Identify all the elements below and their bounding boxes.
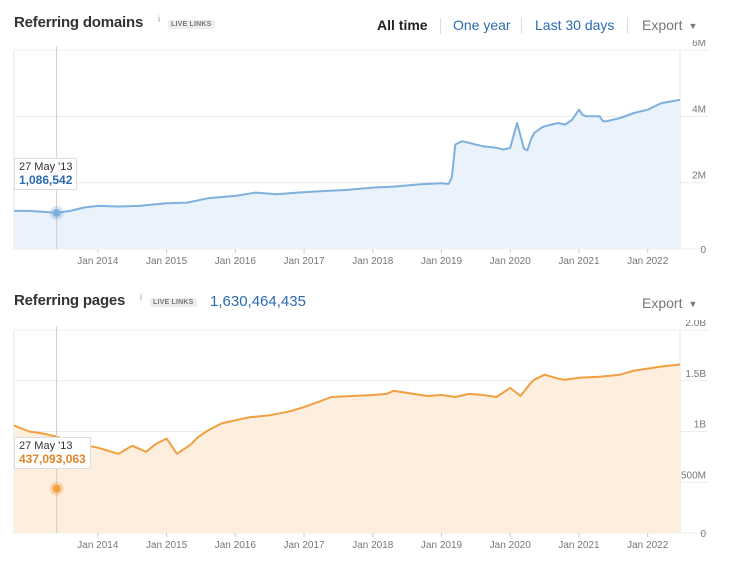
y-tick-label: 2M — [692, 171, 706, 182]
x-tick-label: Jan 2018 — [352, 256, 394, 267]
x-tick-label: Jan 2017 — [283, 540, 325, 551]
range-separator — [440, 18, 441, 34]
chevron-down-icon: ▼ — [688, 21, 698, 31]
series-line — [13, 363, 681, 455]
series-area — [14, 364, 680, 533]
x-tick-label: Jan 2019 — [421, 256, 463, 267]
domains-tooltip: 27 May '13 1,086,542 — [14, 158, 78, 190]
y-tick-label: 2.0B — [685, 320, 706, 329]
pages-tooltip: 27 May '13 437,093,063 — [14, 437, 91, 469]
pages-chart[interactable]: 0 500M 1B 1.5B 2.0B Jan 2014 Jan 2015 Jan 2016 J… — [0, 320, 732, 560]
x-tick-label: Jan 2021 — [558, 256, 600, 267]
y-tick-label: 4M — [692, 104, 706, 115]
x-tick-label: Jan 2016 — [215, 540, 257, 551]
domains-export-button[interactable]: Export ▼ — [642, 17, 697, 33]
hover-marker — [52, 208, 61, 217]
x-tick-label: Jan 2014 — [77, 540, 119, 551]
x-tick-label: Jan 2014 — [77, 256, 119, 267]
export-label: Export — [642, 17, 683, 33]
x-tick-label: Jan 2020 — [490, 540, 532, 551]
domains-live-links-badge: LIVE LINKS — [168, 20, 215, 29]
tooltip-date: 27 May '13 — [19, 161, 73, 173]
x-tick-label: Jan 2019 — [421, 540, 463, 551]
range-separator — [627, 18, 628, 34]
domains-header: Referring domains i LIVE LINKS All time … — [0, 10, 732, 40]
y-tick-label: 6M — [692, 40, 706, 49]
y-tick-label: 1B — [694, 420, 707, 431]
chevron-down-icon: ▼ — [688, 299, 698, 309]
x-tick-label: Jan 2020 — [490, 256, 532, 267]
pages-title: Referring pages — [14, 292, 126, 309]
y-tick-label: 0 — [700, 529, 706, 540]
domains-info-icon[interactable]: i — [158, 14, 160, 24]
x-tick-label: Jan 2021 — [558, 540, 600, 551]
range-one-year[interactable]: One year — [453, 17, 511, 33]
y-tick-label: 0 — [700, 245, 706, 256]
y-tick-label: 500M — [681, 470, 706, 481]
tooltip-value: 1,086,542 — [19, 173, 73, 187]
series-line — [14, 98, 681, 214]
pages-live-links-badge: LIVE LINKS — [150, 298, 197, 307]
x-tick-label: Jan 2015 — [146, 256, 188, 267]
pages-export-button[interactable]: Export ▼ — [642, 295, 697, 311]
y-tick-label: 1.5B — [685, 369, 706, 380]
pages-total-value: 1,630,464,435 — [210, 293, 306, 310]
x-tick-label: Jan 2016 — [215, 256, 257, 267]
x-tick-label: Jan 2018 — [352, 540, 394, 551]
tooltip-value: 437,093,063 — [19, 452, 86, 466]
x-tick-label: Jan 2015 — [146, 540, 188, 551]
x-tick-label: Jan 2022 — [627, 256, 669, 267]
range-last-30-days[interactable]: Last 30 days — [535, 17, 615, 33]
range-all-time[interactable]: All time — [377, 17, 428, 33]
x-tick-label: Jan 2022 — [627, 540, 669, 551]
domains-title: Referring domains — [14, 14, 144, 31]
pages-header: Referring pages i LIVE LINKS 1,630,464,4… — [0, 288, 732, 318]
export-label: Export — [642, 295, 683, 311]
domains-chart[interactable]: 0 2M 4M 6M Jan 2014 Jan 2015 Jan 2016 Jan 2017 J… — [0, 40, 732, 275]
tooltip-date: 27 May '13 — [19, 440, 73, 452]
pages-info-icon[interactable]: i — [140, 292, 142, 302]
hover-marker — [52, 484, 61, 493]
x-tick-label: Jan 2017 — [283, 256, 325, 267]
range-separator — [521, 18, 522, 34]
series-area — [14, 99, 680, 249]
